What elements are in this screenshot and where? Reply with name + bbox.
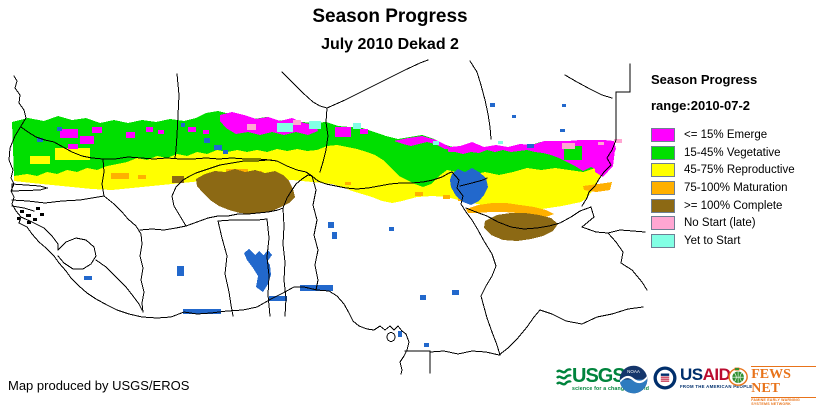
usaid-logo: USAID FROM THE AMERICAN PEOPLE <box>653 366 752 390</box>
legend-swatch-emerge <box>651 127 675 142</box>
legend-row-reproductive: 45-75% Reproductive <box>651 161 815 179</box>
map-credit: Map produced by USGS/EROS <box>8 378 190 393</box>
legend-row-yet-to-start: Yet to Start <box>651 232 815 250</box>
band-emerge <box>60 112 616 177</box>
lake-volta <box>244 249 271 292</box>
legend-swatch-no-start <box>651 216 675 231</box>
legend-row-complete: >= 100% Complete <box>651 197 815 215</box>
noaa-logo: NOAA <box>619 365 648 394</box>
legend-swatch-maturation <box>651 180 675 195</box>
patches-yet-to-start <box>277 121 503 145</box>
legend-row-emerge: <= 15% Emerge <box>651 126 815 144</box>
noaa-wordmark: NOAA <box>627 369 640 374</box>
legend: Season Progress range:2010-07-2 <= 15% E… <box>651 72 815 250</box>
borders-east <box>404 171 648 374</box>
legend-swatch-reproductive <box>651 163 675 178</box>
usaid-seal-icon <box>653 366 677 390</box>
fewsnet-logo: FEWS NET FAMINE EARLY WARNING SYSTEMS NE… <box>728 363 816 406</box>
usaid-tagline: FROM THE AMERICAN PEOPLE <box>680 383 753 389</box>
usgs-logo: USGS science for a changing world <box>556 366 649 392</box>
legend-label-emerge: <= 15% Emerge <box>684 128 768 141</box>
fewsnet-wordmark: FEWS NET <box>751 366 816 398</box>
usaid-wordmark: USAID <box>680 366 752 383</box>
legend-range-label: range:2010-07-2 <box>651 98 750 113</box>
gambia-river-sliver <box>11 183 49 192</box>
lake-chad <box>450 168 488 205</box>
borders-west <box>11 126 278 313</box>
usgs-wordmark: USGS <box>572 365 626 387</box>
legend-swatch-vegetative <box>651 145 675 160</box>
borders-north <box>174 59 631 207</box>
patches-no-start <box>247 120 622 149</box>
legend-label-vegetative: 15-45% Vegetative <box>684 146 781 159</box>
patches-complete <box>172 169 558 241</box>
legend-swatch-complete <box>651 198 675 213</box>
page-subtitle: July 2010 Dekad 2 <box>321 36 459 53</box>
borders-central <box>139 159 453 317</box>
legend-label-reproductive: 45-75% Reproductive <box>684 164 795 177</box>
usgs-text: USGS science for a changing world <box>572 366 649 392</box>
usaid-text: USAID FROM THE AMERICAN PEOPLE <box>680 366 752 389</box>
usaid-us: US <box>680 365 703 384</box>
legend-list: <= 15% Emerge 15-45% Vegetative 45-75% R… <box>651 126 815 250</box>
legend-title: Season Progress <box>651 72 758 87</box>
fewsnet-text: FEWS NET FAMINE EARLY WARNING SYSTEMS NE… <box>751 366 816 406</box>
usgs-tagline: science for a changing world <box>572 386 650 392</box>
legend-row-vegetative: 15-45% Vegetative <box>651 144 815 162</box>
coastal-islands <box>17 207 44 224</box>
legend-label-maturation: 75-100% Maturation <box>684 181 788 194</box>
page-title: Season Progress <box>312 6 468 27</box>
legend-label-yet-to-start: Yet to Start <box>684 234 741 247</box>
legend-label-no-start: No Start (late) <box>684 217 756 230</box>
legend-row-maturation: 75-100% Maturation <box>651 179 815 197</box>
country-borders <box>8 59 648 375</box>
legend-swatch-yet-to-start <box>651 233 675 248</box>
usaid-aid: AID <box>702 365 731 384</box>
sahel-season-progress-map <box>8 59 648 375</box>
noaa-emblem-icon: NOAA <box>619 365 648 394</box>
legend-row-no-start: No Start (late) <box>651 214 815 232</box>
legend-label-complete: >= 100% Complete <box>684 199 783 212</box>
bioko-island <box>386 332 396 342</box>
map-header: Season Progress July 2010 Dekad 2 <box>0 6 780 54</box>
usgs-wave-icon <box>556 367 572 386</box>
coastline <box>8 75 410 375</box>
fewsnet-globe-icon <box>728 367 748 386</box>
